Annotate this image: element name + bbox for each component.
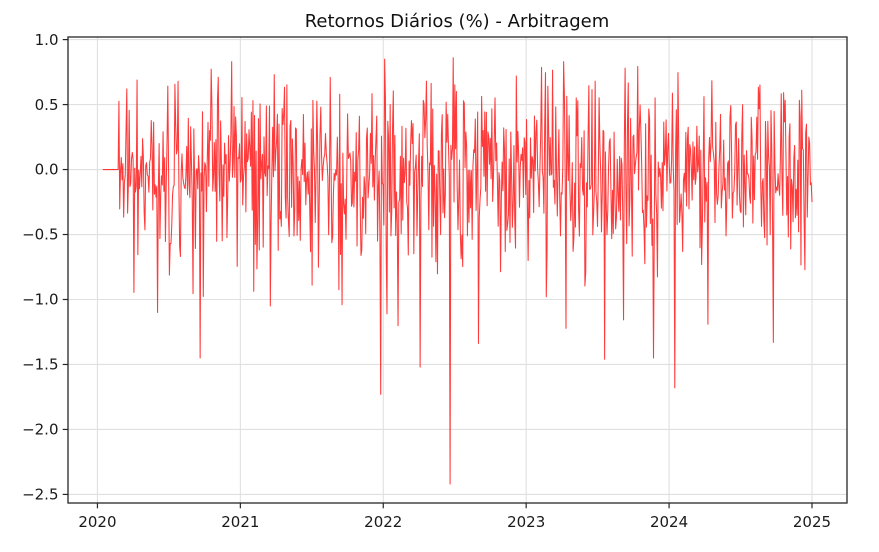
- x-tick-label: 2025: [793, 513, 831, 531]
- x-tick-label: 2022: [364, 513, 402, 531]
- y-tick-label: −1.0: [22, 291, 58, 309]
- y-tick-label: −1.5: [22, 356, 58, 374]
- x-tick-labels: 2020 2021 2022 2023 2024 2025: [78, 513, 831, 531]
- y-tick-label: 0.5: [35, 96, 59, 114]
- axes-frame: [67, 36, 848, 504]
- y-tick-label: −2.0: [22, 421, 58, 439]
- chart-title: Retornos Diários (%) - Arbitragem: [305, 11, 610, 32]
- x-tick-label: 2023: [507, 513, 545, 531]
- x-tick-label: 2021: [221, 513, 259, 531]
- x-tick-label: 2020: [78, 513, 116, 531]
- returns-series-line: [102, 57, 813, 485]
- grid-lines: [68, 37, 847, 503]
- y-tick-label: −2.5: [22, 486, 58, 504]
- y-tick-labels: 1.0 0.5 0.0 −0.5 −1.0 −1.5 −2.0 −2.5: [22, 31, 58, 504]
- y-tick-label: −0.5: [22, 226, 58, 244]
- x-tick-label: 2024: [650, 513, 688, 531]
- y-tick-label: 1.0: [35, 31, 59, 49]
- axis-ticks: [62, 38, 813, 509]
- y-tick-label: 0.0: [35, 161, 59, 179]
